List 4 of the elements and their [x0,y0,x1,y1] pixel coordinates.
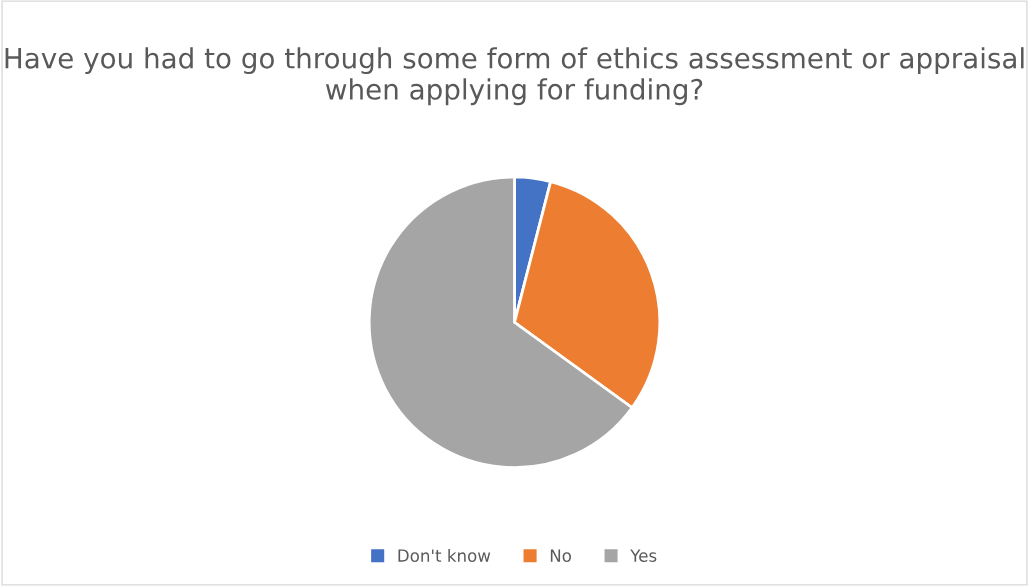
legend-label: No [550,549,571,562]
legend-label: Yes [630,549,657,562]
legend-label: Don't know [398,549,491,562]
chart-title: Have you had to go through some form of ethics assessment or appraisal when applying for funding? [5,47,1024,106]
